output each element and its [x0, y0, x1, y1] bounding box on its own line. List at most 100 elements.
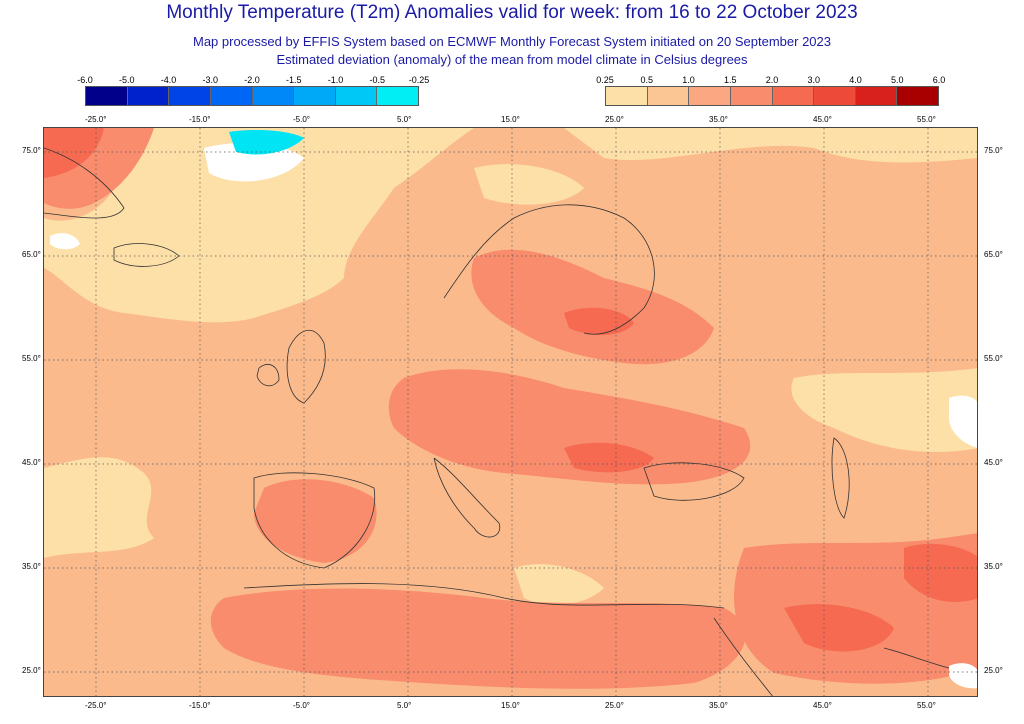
- coastline-iceland: [113, 243, 180, 267]
- longitude-label: 45.0°: [813, 701, 832, 710]
- longitude-label: 25.0°: [605, 701, 624, 710]
- legend-tick-label: -0.25: [408, 75, 430, 85]
- longitude-label: -15.0°: [189, 701, 211, 710]
- longitude-label: 35.0°: [709, 701, 728, 710]
- anomaly-zone-light-east: [791, 368, 977, 452]
- legend-color-swatch: [86, 87, 128, 105]
- legend-negative-anomaly: -6.0 -5.0 -4.0 -3.0 -2.0 -1.5 -1.0 -0.5 -0.25: [77, 75, 429, 107]
- legend-color-swatch: [377, 87, 418, 105]
- longitude-label: 25.0°: [605, 115, 624, 124]
- coastline-mediterranean-south: [243, 583, 725, 609]
- anomaly-map: [43, 127, 978, 697]
- longitude-label: 15.0°: [501, 701, 520, 710]
- anomaly-zone-strong-north-africa: [210, 588, 746, 689]
- legend-positive-ticks: 0.25 0.5 1.0 1.5 2.0 3.0 4.0 5.0 6.0: [596, 75, 945, 86]
- anomaly-hotspot-baltic: [564, 307, 634, 335]
- anomaly-map-canvas: [44, 128, 977, 696]
- latitude-label: 75.0°: [984, 146, 1003, 155]
- legend-color-swatch: [855, 87, 898, 105]
- legend-color-swatch: [730, 87, 773, 105]
- coastline-ireland: [256, 364, 280, 387]
- anomaly-hotspot-greenland: [44, 128, 104, 178]
- legend-color-swatch: [647, 87, 690, 105]
- legend-tick-label: 2.0: [765, 75, 779, 85]
- coastline-scandinavia: [443, 204, 655, 335]
- legend-color-swatch: [252, 87, 295, 105]
- coastline-caspian: [831, 437, 850, 519]
- legend-tick-label: -4.0: [160, 75, 177, 85]
- latitude-label: 65.0°: [22, 250, 41, 259]
- latitude-label: 55.0°: [22, 354, 41, 363]
- map-subtitle-processing: Map processed by EFFIS System based on E…: [192, 34, 831, 49]
- legend-color-swatch: [294, 87, 336, 105]
- legend-color-swatch: [210, 87, 253, 105]
- legend-tick-label: -2.0: [244, 75, 260, 85]
- anomaly-zone-near-zero-iceland: [50, 233, 80, 250]
- legend-negative-colorbar: [85, 86, 419, 106]
- legend-tick-label: -3.0: [202, 75, 219, 85]
- coastline-greenland: [44, 147, 125, 219]
- legend-tick-label: -1.0: [327, 75, 344, 85]
- legend-positive-colorbar: [605, 86, 939, 106]
- coastline-red-sea: [713, 617, 773, 696]
- legend-color-swatch: [606, 87, 648, 105]
- legend-color-swatch: [335, 87, 378, 105]
- legend-tick-label: -0.5: [369, 75, 386, 85]
- longitude-label: 55.0°: [917, 701, 936, 710]
- anomaly-zone-light-northeast: [564, 128, 977, 163]
- legend-color-swatch: [814, 87, 856, 105]
- longitude-label: -25.0°: [85, 115, 107, 124]
- longitude-label: 45.0°: [813, 115, 832, 124]
- latitude-label: 35.0°: [984, 562, 1003, 571]
- anomaly-zone-strong-scandinavia: [471, 249, 714, 365]
- legend-color-swatch: [169, 87, 211, 105]
- legend-negative-ticks: -6.0 -5.0 -4.0 -3.0 -2.0 -1.5 -1.0 -0.5 -0.25: [77, 75, 429, 86]
- longitude-label: 15.0°: [501, 115, 520, 124]
- anomaly-hotspot-balkans: [564, 442, 654, 473]
- anomaly-zone-near-zero-gulf: [949, 663, 977, 689]
- legend-tick-label: 1.5: [723, 75, 737, 85]
- anomaly-zone-light-central-north: [474, 164, 584, 205]
- longitude-label: -25.0°: [85, 701, 107, 710]
- legend-tick-label: 1.0: [682, 75, 695, 85]
- legend-tick-label: -1.5: [285, 75, 302, 85]
- legend-tick-label: -6.0: [77, 75, 93, 85]
- latitude-label: 45.0°: [22, 458, 41, 467]
- map-subtitle-units: Estimated deviation (anomaly) of the mea…: [276, 52, 748, 67]
- legend-tick-label: 0.25: [596, 75, 614, 85]
- longitude-label: 55.0°: [917, 115, 936, 124]
- anomaly-zone-light-atlantic-west: [44, 457, 154, 558]
- coastline-iberia: [253, 472, 376, 569]
- legend-tick-label: 3.0: [807, 75, 821, 85]
- latitude-label: 45.0°: [984, 458, 1003, 467]
- legend-tick-label: 0.5: [640, 75, 654, 85]
- legend-tick-label: 6.0: [932, 75, 946, 85]
- anomaly-hotspot-arabia: [784, 604, 894, 652]
- coastlines: [44, 147, 950, 696]
- coastline-persian-gulf: [883, 647, 950, 669]
- anomaly-zone-strong-iberia: [254, 479, 377, 563]
- legend-positive-anomaly: 0.25 0.5 1.0 1.5 2.0 3.0 4.0 5.0 6.0: [596, 75, 945, 107]
- longitude-label: -5.0°: [293, 115, 310, 124]
- anomaly-zone-light-north-atlantic: [44, 128, 474, 323]
- latitude-label: 75.0°: [22, 146, 41, 155]
- longitude-label: 5.0°: [397, 701, 412, 710]
- map-title: Monthly Temperature (T2m) Anomalies vali…: [166, 2, 858, 23]
- latitude-label: 65.0°: [984, 250, 1003, 259]
- longitude-label: -15.0°: [189, 115, 211, 124]
- longitude-label: 35.0°: [709, 115, 728, 124]
- legend-tick-label: -5.0: [118, 75, 135, 85]
- latitude-label: 55.0°: [984, 354, 1003, 363]
- latitude-label: 25.0°: [22, 666, 41, 675]
- latitude-label: 25.0°: [984, 666, 1003, 675]
- legend-color-swatch: [772, 87, 815, 105]
- longitude-label: -5.0°: [293, 701, 310, 710]
- anomaly-zone-near-zero-svalbard: [204, 142, 304, 182]
- legend-color-swatch: [897, 87, 938, 105]
- legend-color-swatch: [127, 87, 170, 105]
- anomaly-hotspot-iran: [904, 543, 977, 602]
- longitude-label: 5.0°: [397, 115, 412, 124]
- legend-color-swatch: [689, 87, 731, 105]
- legend-tick-label: 5.0: [890, 75, 904, 85]
- latitude-label: 35.0°: [22, 562, 41, 571]
